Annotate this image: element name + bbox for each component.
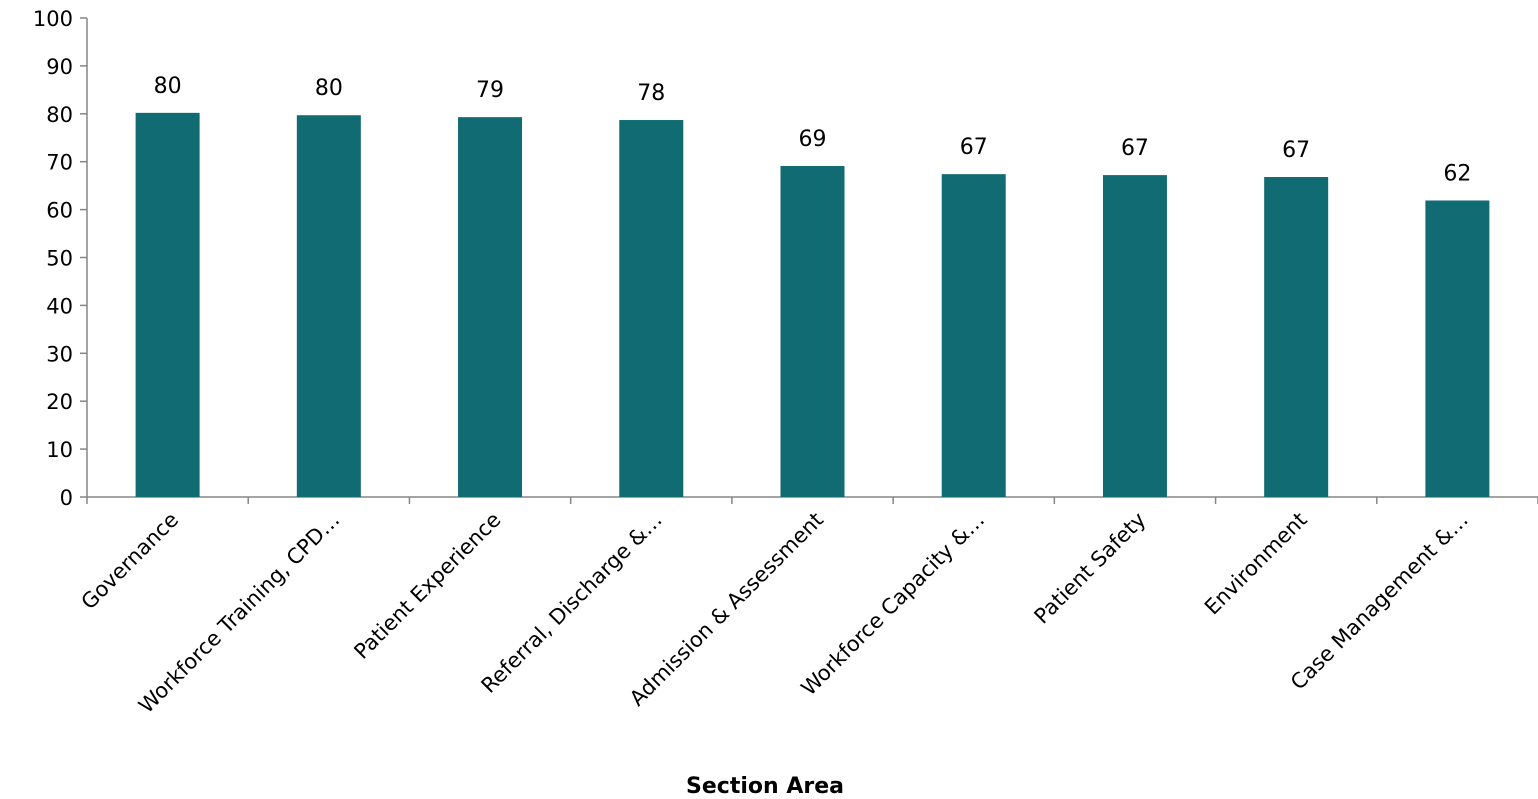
y-axis: 0 10 20 30 40 50 60 70 80 90 100 bbox=[33, 7, 88, 510]
y-tick-label: 80 bbox=[46, 103, 73, 127]
bar bbox=[780, 166, 845, 498]
bar bbox=[1102, 175, 1167, 497]
y-tick-label: 50 bbox=[46, 247, 73, 271]
data-label: 80 bbox=[315, 76, 343, 101]
data-label: 67 bbox=[1282, 138, 1310, 163]
y-tick-label: 70 bbox=[46, 151, 73, 175]
category-label: Admission & Assessment bbox=[625, 508, 828, 711]
bar bbox=[941, 174, 1006, 498]
y-tick-label: 30 bbox=[46, 342, 73, 366]
bar bbox=[619, 120, 684, 497]
category-label: Case Management &… bbox=[1286, 508, 1473, 695]
y-tick-label: 20 bbox=[46, 390, 73, 414]
y-tick-label: 10 bbox=[46, 438, 73, 462]
bar bbox=[135, 112, 200, 497]
bar bbox=[1264, 177, 1329, 497]
category-label: Patient Safety bbox=[1030, 508, 1151, 629]
data-labels: 80 80 79 78 69 67 67 67 62 bbox=[154, 74, 1472, 187]
data-label: 79 bbox=[476, 78, 504, 103]
category-label: Governance bbox=[77, 508, 184, 615]
category-label: Workforce Capacity &… bbox=[797, 508, 990, 701]
y-tick-label: 0 bbox=[60, 486, 73, 510]
y-tick-label: 90 bbox=[46, 55, 73, 79]
data-label: 62 bbox=[1443, 161, 1471, 186]
bar bbox=[1425, 200, 1490, 497]
data-label: 67 bbox=[960, 135, 988, 160]
category-label: Patient Experience bbox=[349, 508, 505, 664]
x-axis-title: Section Area bbox=[686, 774, 844, 799]
data-label: 67 bbox=[1121, 136, 1149, 161]
category-label: Environment bbox=[1200, 508, 1312, 620]
y-tick-label: 60 bbox=[46, 199, 73, 223]
bars bbox=[135, 112, 1490, 498]
data-label: 69 bbox=[799, 127, 827, 152]
category-label: Referral, Discharge &… bbox=[477, 508, 667, 698]
y-tick-label: 100 bbox=[33, 7, 73, 31]
x-axis bbox=[86, 496, 1538, 504]
y-tick-label: 40 bbox=[46, 294, 73, 318]
data-label: 80 bbox=[154, 74, 182, 99]
data-label: 78 bbox=[637, 81, 665, 106]
bar bbox=[296, 115, 361, 497]
bar bbox=[458, 117, 523, 497]
